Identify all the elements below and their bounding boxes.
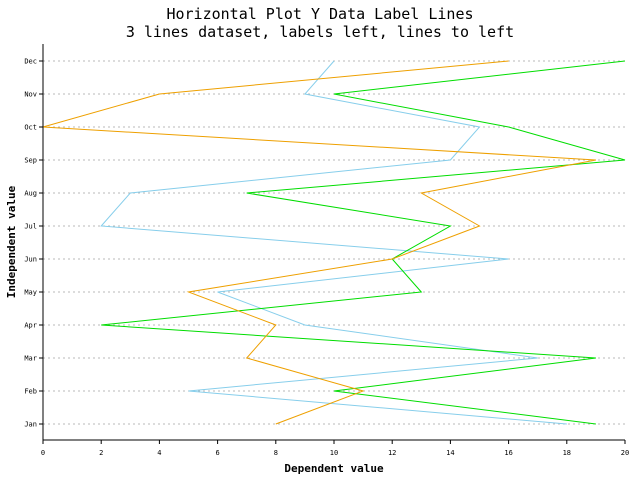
series-line-3	[42, 60, 596, 425]
x-tick-label-6: 6	[215, 449, 219, 457]
x-tick-label-16: 16	[504, 449, 512, 457]
x-tick-label-12: 12	[388, 449, 396, 457]
y-tick-label-jun: Jun	[24, 256, 37, 264]
x-axis-label: Dependent value	[284, 462, 384, 475]
x-tick-label-2: 2	[99, 449, 103, 457]
x-tick-label-18: 18	[563, 449, 571, 457]
x-tick-label-20: 20	[621, 449, 629, 457]
y-tick-label-mar: Mar	[24, 355, 37, 363]
y-tick-label-apr: Apr	[24, 322, 37, 330]
y-tick-label-jan: Jan	[24, 421, 37, 429]
series-layer	[42, 60, 626, 425]
x-tick-label-8: 8	[274, 449, 278, 457]
chart-title: Horizontal Plot Y Data Label Lines	[166, 5, 473, 23]
x-tick-label-4: 4	[157, 449, 161, 457]
y-tick-label-nov: Nov	[24, 91, 37, 99]
axis-layer	[42, 44, 625, 441]
grid-layer	[43, 60, 625, 425]
series-line-2	[101, 60, 626, 425]
y-tick-label-oct: Oct	[24, 124, 37, 132]
x-tick-label-14: 14	[446, 449, 454, 457]
chart-subtitle: 3 lines dataset, labels left, lines to l…	[126, 23, 514, 41]
y-axis-label: Independent value	[5, 185, 18, 298]
y-tick-label-sep: Sep	[24, 157, 37, 165]
x-tick-label-10: 10	[330, 449, 338, 457]
series-line-1	[100, 60, 567, 425]
tick-layer: Jan Feb Mar Apr May Jun Jul Aug Sep Oct Nov Dec 0 2 4 6…	[24, 58, 629, 458]
y-tick-label-aug: Aug	[24, 190, 37, 198]
y-tick-label-dec: Dec	[24, 58, 37, 66]
x-tick-label-0: 0	[41, 449, 45, 457]
y-tick-label-may: May	[24, 289, 37, 297]
y-tick-label-feb: Feb	[24, 388, 37, 396]
y-tick-label-jul: Jul	[24, 223, 37, 231]
